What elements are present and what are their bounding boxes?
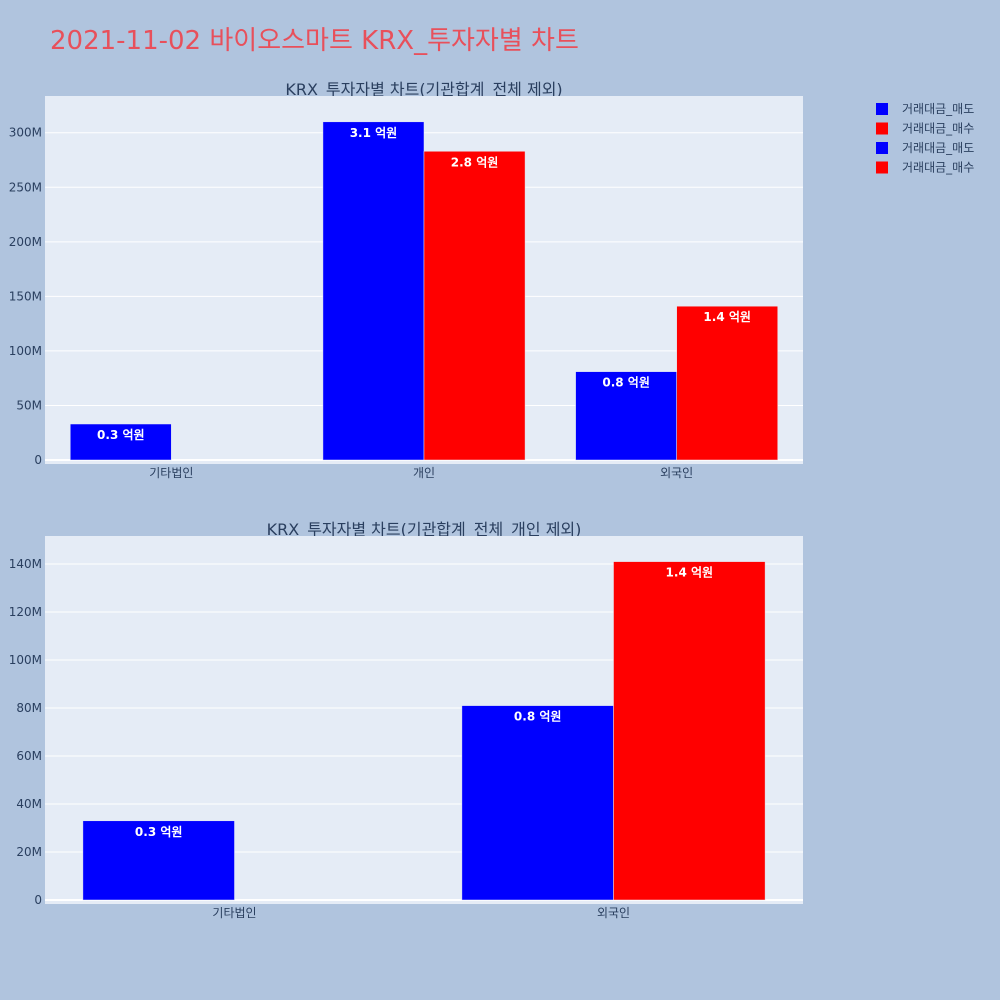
chart-title: KRX_투자자별 차트(기관합계_전체_개인 제외) [267, 520, 582, 540]
x-tick-label: 외국인 [597, 906, 630, 920]
y-tick-label: 300M [9, 126, 42, 140]
bar [82, 820, 235, 901]
x-tick-label: 외국인 [660, 466, 693, 480]
y-tick-label: 0 [34, 893, 42, 907]
bar [676, 305, 778, 461]
bar-data-label: 1.4 억원 [666, 566, 714, 580]
y-tick-label: 60M [16, 749, 42, 763]
legend-item-label: 거래대금_매도 [902, 102, 974, 116]
y-tick-label: 40M [16, 797, 42, 811]
chart-bottom: KRX_투자자별 차트(기관합계_전체_개인 제외) 0 20M 40M 60M 80M… [9, 520, 803, 920]
legend-swatch [876, 122, 888, 135]
chart-top: KRX_투자자별 차트(기관합계_전체 제외) 0 50M 100M 150M 200M… [9, 80, 803, 480]
bar [613, 561, 766, 901]
bar [322, 121, 425, 461]
bar [423, 151, 526, 461]
bar-data-label: 1.4 억원 [703, 310, 751, 324]
y-tick-label: 20M [16, 845, 42, 859]
y-tick-label: 50M [16, 398, 42, 412]
y-tick-label: 80M [16, 701, 42, 715]
legend-item-label: 거래대금_매수 [902, 122, 974, 136]
x-tick-label: 기타법인 [149, 466, 193, 480]
y-tick-label: 150M [9, 289, 42, 303]
y-tick-label: 120M [9, 605, 42, 619]
bar [70, 423, 172, 461]
y-tick-label: 140M [9, 557, 42, 571]
y-tick-label: 0 [34, 453, 42, 467]
bar [575, 371, 677, 461]
bar-data-label: 3.1 억원 [350, 126, 398, 140]
y-tick-label: 200M [9, 235, 42, 249]
legend-swatch [876, 103, 888, 115]
bar-data-label: 0.8 억원 [514, 710, 562, 724]
chart-title: KRX_투자자별 차트(기관합계_전체 제외) [285, 80, 562, 100]
legend-item-label: 거래대금_매도 [902, 141, 974, 155]
legend-item-label: 거래대금_매수 [902, 161, 974, 175]
page-title: 2021-11-02 바이오스마트 KRX_투자자별 차트 [50, 26, 579, 56]
y-tick-label: 250M [9, 180, 42, 194]
bar-data-label: 0.3 억원 [97, 428, 145, 442]
y-tick-label: 100M [9, 344, 42, 358]
bar [461, 705, 614, 901]
x-tick-label: 개인 [413, 466, 435, 480]
legend-swatch [876, 142, 888, 154]
bar-data-label: 0.3 억원 [135, 825, 183, 839]
y-tick-label: 100M [9, 653, 42, 667]
legend-swatch [876, 161, 888, 174]
bar-data-label: 2.8 억원 [451, 155, 499, 169]
x-tick-label: 기타법인 [212, 906, 256, 920]
bar-data-label: 0.8 억원 [602, 376, 650, 390]
